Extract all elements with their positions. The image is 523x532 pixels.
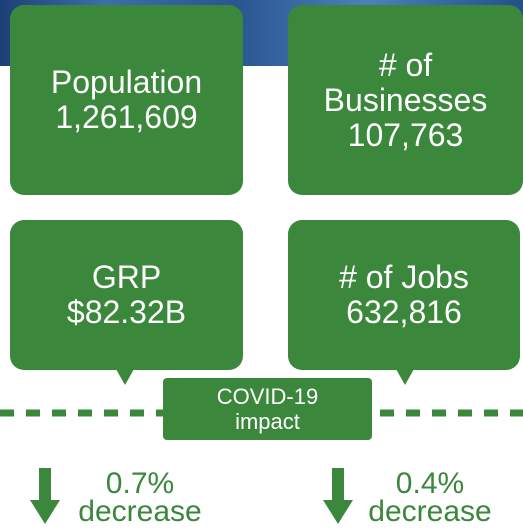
pointer: [396, 369, 414, 385]
down-arrow: [323, 468, 353, 524]
change-value: 0.4%: [360, 470, 500, 498]
change: 0.7%decrease: [70, 470, 210, 526]
infographic: COVID-19impact (() => { const data = JSO…: [0, 0, 523, 532]
card-text: 107,763: [348, 118, 464, 153]
change-value: 0.7%: [70, 470, 210, 498]
card-text: Businesses: [324, 83, 488, 118]
change-label: decrease: [70, 498, 210, 526]
card-text: GRP: [92, 260, 161, 295]
card-text: 1,261,609: [55, 100, 197, 135]
change: 0.4%decrease: [360, 470, 500, 526]
down-arrow: [30, 468, 60, 524]
covid-text: impact: [235, 409, 300, 434]
change-label: decrease: [360, 498, 500, 526]
pointer: [116, 369, 134, 385]
stat-card: GRP$82.32B: [10, 220, 243, 370]
covid-text: COVID-19: [217, 384, 318, 409]
card-text: # of Jobs: [339, 260, 469, 295]
card-text: Population: [51, 65, 202, 100]
card-text: $82.32B: [67, 295, 186, 330]
card-text: # of: [379, 48, 432, 83]
card-text: 632,816: [346, 295, 462, 330]
